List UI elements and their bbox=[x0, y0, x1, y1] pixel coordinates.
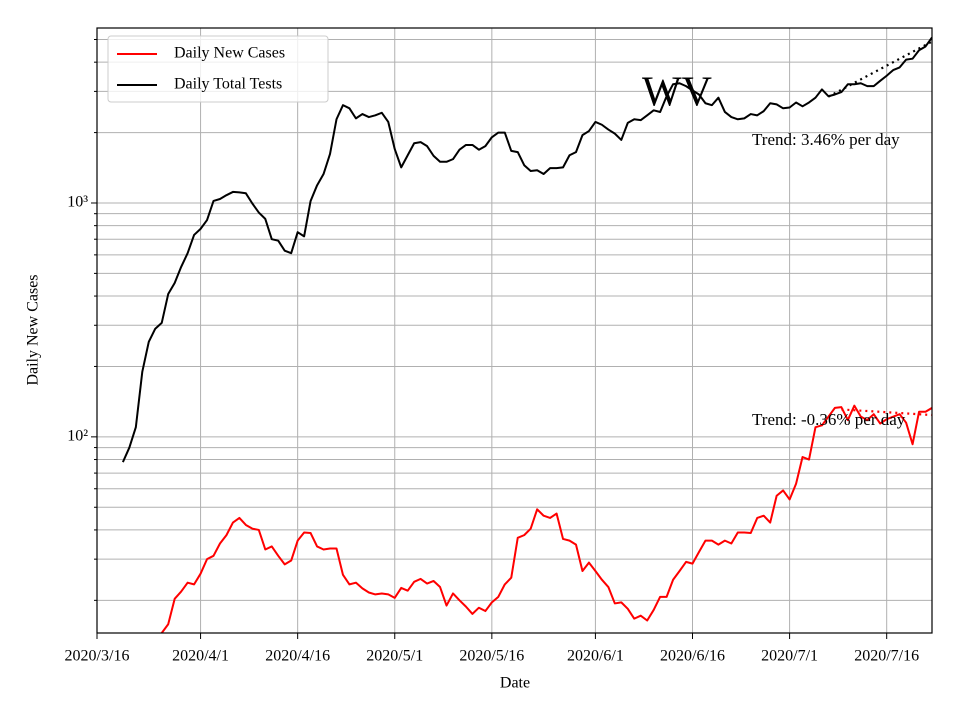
x-tick-label: 2020/7/1 bbox=[761, 648, 818, 665]
x-tick-label: 2020/5/16 bbox=[459, 648, 524, 665]
y-axis-label: Daily New Cases bbox=[25, 274, 42, 385]
annotation: Trend: -0.36% per day bbox=[752, 410, 906, 429]
x-tick-label: 2020/4/16 bbox=[265, 648, 330, 665]
annotation: WV bbox=[642, 70, 712, 116]
legend-label: Daily New Cases bbox=[174, 45, 285, 62]
x-tick-label: 2020/4/1 bbox=[172, 648, 229, 665]
axes-frame bbox=[96, 27, 933, 634]
trend-line bbox=[827, 40, 932, 98]
series-line bbox=[121, 36, 932, 463]
plot-area bbox=[121, 36, 932, 633]
series-line bbox=[160, 404, 932, 633]
x-tick-label: 2020/6/1 bbox=[567, 648, 624, 665]
x-axis-label: Date bbox=[500, 675, 530, 692]
x-tick-label: 2020/6/16 bbox=[660, 648, 725, 665]
legend-box bbox=[107, 35, 329, 103]
x-tick-label: 2020/5/1 bbox=[366, 648, 423, 665]
axes: 10² 10³ 2020/3/16 2020/4/1 2020/4/16 2020/5/1… bbox=[65, 39, 919, 665]
legend-label: Daily Total Tests bbox=[174, 76, 282, 93]
y-tick-label: 10³ bbox=[67, 194, 88, 211]
x-tick-label: 2020/7/16 bbox=[854, 648, 919, 665]
grid bbox=[96, 28, 932, 633]
y-tick-label: 10² bbox=[67, 428, 88, 445]
x-tick-label: 2020/3/16 bbox=[65, 648, 130, 665]
annotation: Trend: 3.46% per day bbox=[752, 130, 900, 149]
